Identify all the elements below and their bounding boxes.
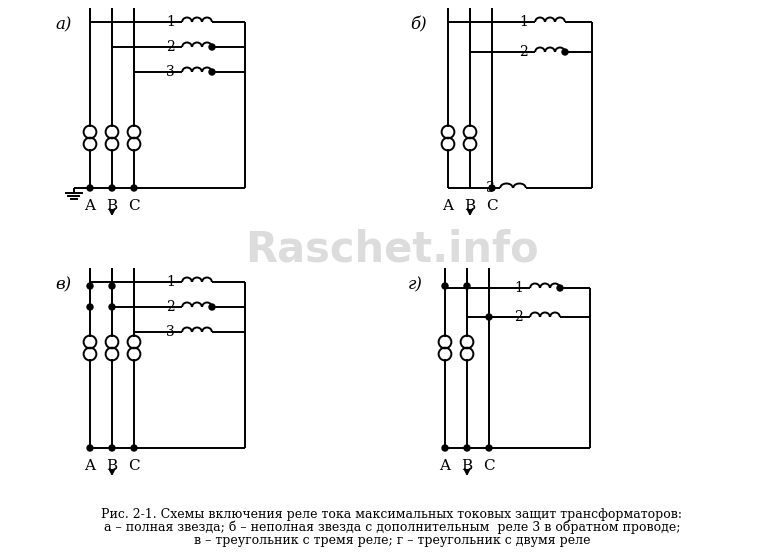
Text: в – треугольник с тремя реле; г – треугольник с двумя реле: в – треугольник с тремя реле; г – треуго… — [194, 534, 590, 547]
Circle shape — [87, 304, 93, 310]
Text: C: C — [129, 199, 140, 213]
Circle shape — [486, 445, 492, 451]
Circle shape — [442, 445, 448, 451]
Text: B: B — [107, 199, 118, 213]
Text: A: A — [442, 199, 453, 213]
Circle shape — [109, 185, 115, 191]
Text: 3: 3 — [166, 325, 175, 339]
Text: 2: 2 — [166, 300, 175, 314]
Text: 3: 3 — [486, 181, 495, 195]
Text: 2: 2 — [519, 45, 528, 59]
Text: а): а) — [55, 16, 71, 33]
Circle shape — [87, 185, 93, 191]
Text: 1: 1 — [166, 275, 175, 289]
Circle shape — [209, 44, 215, 50]
Text: 2: 2 — [166, 40, 175, 54]
Circle shape — [87, 283, 93, 289]
Text: б): б) — [410, 16, 426, 33]
Text: A: A — [85, 199, 96, 213]
Text: A: A — [85, 459, 96, 473]
Text: 2: 2 — [514, 310, 523, 324]
Text: C: C — [129, 459, 140, 473]
Circle shape — [131, 185, 137, 191]
Text: A: A — [440, 459, 451, 473]
Text: в): в) — [55, 276, 71, 293]
Circle shape — [87, 445, 93, 451]
Text: 1: 1 — [514, 281, 523, 295]
Text: г): г) — [408, 276, 423, 293]
Circle shape — [209, 69, 215, 75]
Text: 1: 1 — [166, 15, 175, 29]
Circle shape — [562, 49, 568, 55]
Circle shape — [486, 314, 492, 320]
Circle shape — [109, 283, 115, 289]
Circle shape — [464, 283, 470, 289]
Text: 3: 3 — [166, 65, 175, 79]
Circle shape — [109, 445, 115, 451]
Circle shape — [464, 445, 470, 451]
Circle shape — [557, 285, 563, 291]
Text: 1: 1 — [519, 15, 528, 29]
Text: B: B — [107, 459, 118, 473]
Circle shape — [131, 445, 137, 451]
Circle shape — [109, 304, 115, 310]
Circle shape — [442, 283, 448, 289]
Text: Рис. 2-1. Схемы включения реле тока максимальных токовых защит трансформаторов:: Рис. 2-1. Схемы включения реле тока макс… — [101, 508, 683, 521]
Text: C: C — [483, 459, 495, 473]
Text: а – полная звезда; б – неполная звезда с дополнительным  реле 3 в обратном прово: а – полная звезда; б – неполная звезда с… — [103, 521, 681, 535]
Text: B: B — [462, 459, 473, 473]
Circle shape — [209, 304, 215, 310]
Text: Raschet.info: Raschet.info — [245, 229, 539, 271]
Text: C: C — [486, 199, 498, 213]
Text: B: B — [464, 199, 476, 213]
Circle shape — [489, 185, 495, 191]
